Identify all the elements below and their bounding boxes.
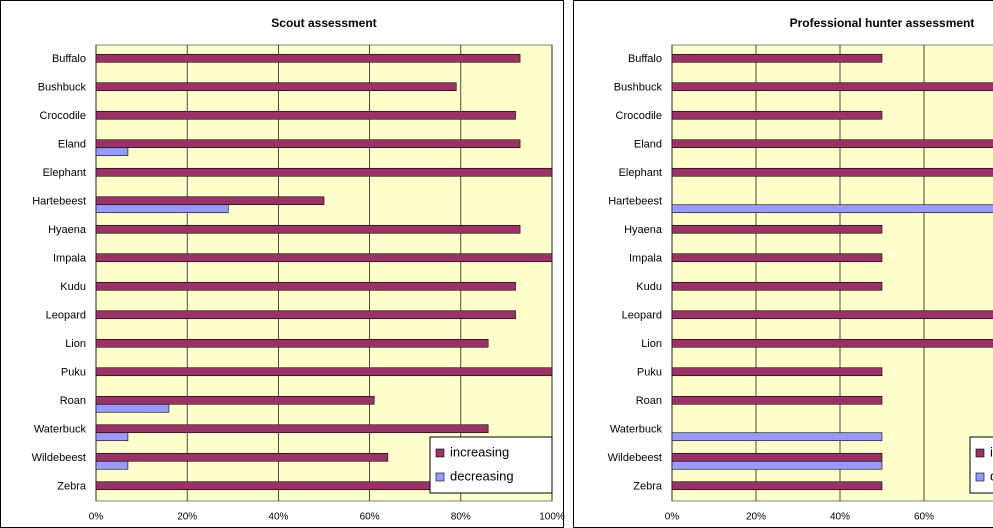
y-tick-label: Leopard: [622, 310, 662, 322]
bar: [95, 139, 521, 149]
bar: [95, 167, 553, 177]
bar: [95, 281, 516, 291]
bar: [95, 403, 170, 413]
chart: Professional hunter assessment 0% 20% 40% 60…: [573, 0, 993, 528]
x-tick-label: 60%: [360, 512, 380, 523]
y-tick-label: Hyaena: [48, 224, 87, 236]
x-tick-label: 0%: [89, 512, 104, 523]
y-tick-label: Leopard: [46, 310, 86, 322]
y-tick-label: Roan: [60, 395, 86, 407]
x-tick-label: 40%: [830, 512, 850, 523]
bar: [671, 224, 883, 234]
y-tick-label: Zebra: [633, 481, 663, 493]
x-tick-label: 60%: [914, 512, 934, 523]
bar: [671, 310, 993, 320]
bar: [95, 147, 129, 157]
bar: [671, 204, 993, 214]
bar: [671, 253, 883, 263]
y-tick-label: Lion: [641, 338, 662, 350]
legend-label: decreasing: [450, 468, 514, 483]
y-tick-label: Waterbuck: [34, 424, 87, 436]
y-tick-label: Lion: [65, 338, 86, 350]
legend-swatch: [975, 472, 985, 482]
bar: [671, 110, 883, 120]
y-tick-label: Waterbuck: [610, 424, 663, 436]
y-tick-label: Kudu: [60, 281, 86, 293]
x-tick-label: 80%: [451, 512, 471, 523]
x-tick-label: 0%: [665, 512, 680, 523]
plot-area: [671, 44, 993, 502]
bar: [95, 452, 389, 462]
bar: [671, 367, 883, 377]
y-tick-label: Bushbuck: [38, 82, 87, 94]
bar: [671, 53, 883, 63]
chart: Scout assessment 0% 20% 40% 60% 80% 100% Buffal…: [0, 0, 565, 528]
legend-swatch: [975, 448, 985, 458]
y-tick-label: Crocodile: [616, 110, 662, 122]
bar: [95, 196, 325, 206]
chart-title: Professional hunter assessment: [790, 16, 975, 30]
bar: [95, 338, 489, 348]
bar: [671, 338, 993, 348]
legend-swatch: [435, 472, 445, 482]
bar: [671, 481, 883, 491]
y-tick-label: Impala: [53, 253, 87, 265]
bar: [95, 82, 457, 92]
y-tick-label: Puku: [637, 367, 662, 379]
bar: [95, 53, 521, 63]
bar: [671, 139, 993, 149]
x-tick-label: 100%: [539, 512, 565, 523]
legend-label: increasing: [990, 444, 993, 459]
y-tick-label: Wildebeest: [608, 452, 662, 464]
bar: [671, 395, 883, 405]
y-tick-label: Crocodile: [40, 110, 86, 122]
bar: [95, 424, 489, 434]
legend-label: decreasing: [990, 468, 993, 483]
y-tick-label: Hartebeest: [608, 196, 662, 208]
y-tick-label: Buffalo: [628, 53, 662, 65]
bar: [671, 281, 883, 291]
y-tick-label: Puku: [61, 367, 86, 379]
bar: [95, 367, 553, 377]
y-tick-label: Roan: [636, 395, 662, 407]
bar: [671, 452, 883, 462]
x-tick-label: 20%: [746, 512, 766, 523]
bar: [671, 432, 883, 442]
y-tick-label: Impala: [629, 253, 663, 265]
legend: [429, 436, 553, 494]
bar: [95, 310, 516, 320]
x-tick-label: 20%: [177, 512, 197, 523]
y-tick-label: Elephant: [43, 167, 86, 179]
y-tick-label: Bushbuck: [614, 82, 663, 94]
bar: [671, 460, 883, 470]
y-tick-label: Buffalo: [52, 53, 86, 65]
bar: [95, 110, 516, 120]
y-tick-label: Hyaena: [624, 224, 663, 236]
y-tick-label: Wildebeest: [32, 452, 86, 464]
y-tick-label: Elephant: [619, 167, 662, 179]
bar: [671, 167, 993, 177]
legend-label: increasing: [450, 444, 509, 459]
legend-swatch: [435, 448, 445, 458]
x-tick-label: 40%: [268, 512, 288, 523]
bar: [95, 204, 229, 214]
bar: [95, 224, 521, 234]
bar: [671, 82, 993, 92]
y-tick-label: Hartebeest: [32, 196, 86, 208]
y-tick-label: Kudu: [636, 281, 662, 293]
bar: [95, 432, 129, 442]
y-tick-label: Zebra: [57, 481, 87, 493]
y-tick-label: Eland: [634, 139, 662, 151]
bar: [95, 460, 129, 470]
bar: [95, 395, 375, 405]
y-tick-label: Eland: [58, 139, 86, 151]
chart-title: Scout assessment: [271, 16, 376, 30]
bar: [95, 253, 553, 263]
